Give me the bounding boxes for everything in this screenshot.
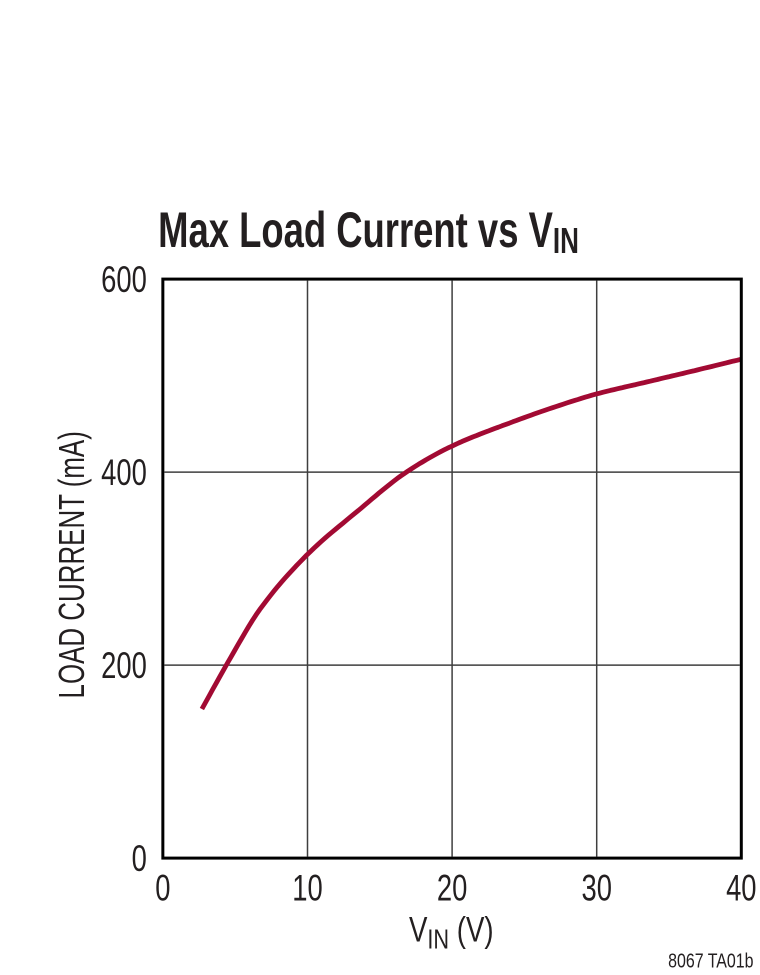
svg-text:200: 200 (101, 645, 147, 686)
svg-text:10: 10 (292, 868, 322, 909)
svg-text:20: 20 (437, 868, 467, 909)
svg-text:30: 30 (581, 868, 611, 909)
svg-text:LOAD CURRENT (mA): LOAD CURRENT (mA) (52, 431, 92, 698)
svg-text:Max Load Current vs VIN: Max Load Current vs VIN (158, 203, 579, 262)
svg-text:8067 TA01b: 8067 TA01b (668, 950, 753, 972)
svg-text:0: 0 (155, 868, 170, 909)
svg-text:0: 0 (132, 838, 147, 879)
svg-text:400: 400 (101, 452, 147, 493)
svg-text:600: 600 (101, 259, 147, 300)
svg-text:40: 40 (726, 868, 756, 909)
svg-text:VIN (V): VIN (V) (409, 909, 494, 955)
